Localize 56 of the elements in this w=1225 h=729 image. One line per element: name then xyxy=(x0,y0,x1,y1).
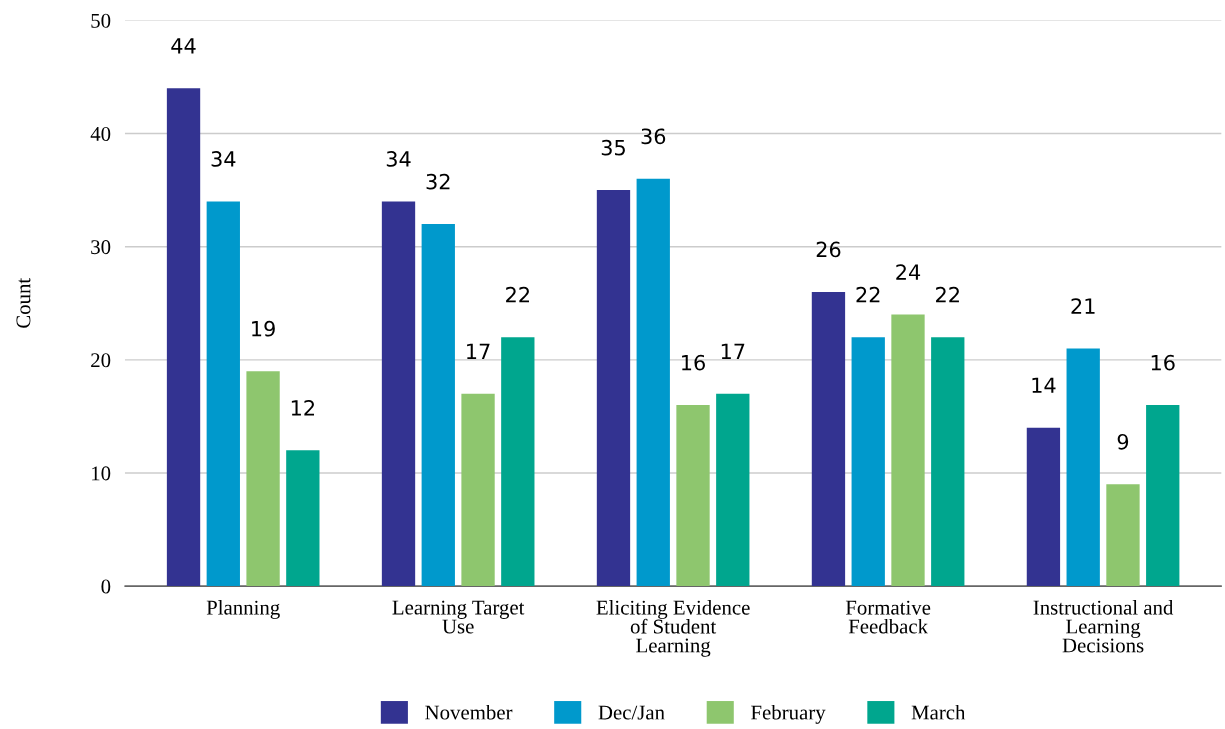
y-axis-title: Count xyxy=(16,277,31,328)
legend-label: March xyxy=(911,704,966,720)
bar xyxy=(811,291,846,587)
bar xyxy=(461,393,495,587)
bar xyxy=(851,337,885,587)
bar xyxy=(931,337,965,587)
y-tick-label: 50 xyxy=(91,13,111,28)
data-label: 32 xyxy=(426,173,450,190)
data-label: 14 xyxy=(1032,377,1056,393)
bar xyxy=(636,178,670,587)
data-label: 17 xyxy=(721,343,745,359)
x-tick-label: Learning Target Use xyxy=(392,600,525,634)
data-label: 36 xyxy=(641,128,666,145)
bar xyxy=(166,88,201,587)
bar xyxy=(1026,427,1061,587)
data-label: 34 xyxy=(211,151,236,167)
bar xyxy=(381,201,416,587)
data-label: 22 xyxy=(936,286,959,303)
y-tick-label: 0 xyxy=(101,579,111,594)
data-label: 12 xyxy=(291,400,315,416)
bar xyxy=(501,337,535,587)
data-label: 44 xyxy=(171,38,196,54)
data-label: 21 xyxy=(1071,298,1095,314)
bar xyxy=(1066,348,1100,587)
y-tick-label: 10 xyxy=(92,466,111,481)
x-tick-label: Planning xyxy=(206,600,280,619)
data-label: 9 xyxy=(1117,433,1129,450)
data-label: 22 xyxy=(856,286,880,303)
data-label: 24 xyxy=(896,264,921,280)
y-tick-label: 40 xyxy=(90,126,111,141)
bar xyxy=(246,371,280,587)
bar xyxy=(1106,484,1140,587)
bar xyxy=(1146,405,1180,587)
bar xyxy=(286,450,320,587)
legend-label: February xyxy=(751,704,826,724)
bar xyxy=(891,314,925,587)
data-label: 19 xyxy=(252,320,275,337)
legend-label: November xyxy=(425,704,513,720)
x-tick-label: Formative Feedback xyxy=(845,600,931,634)
data-label: 35 xyxy=(601,139,625,156)
data-label: 16 xyxy=(682,354,705,371)
legend-label: Dec/Jan xyxy=(598,705,665,720)
bar xyxy=(421,224,455,587)
bar xyxy=(596,190,631,587)
data-label: 22 xyxy=(506,286,529,303)
x-tick-label: Eliciting Evidence of Student Learning xyxy=(596,600,750,657)
bar xyxy=(676,405,710,587)
data-label: 17 xyxy=(467,343,490,359)
y-tick-label: 20 xyxy=(91,353,111,368)
bar xyxy=(206,201,240,587)
bar xyxy=(716,393,750,587)
data-label: 16 xyxy=(1151,354,1175,371)
y-tick-label: 30 xyxy=(91,240,111,255)
x-tick-label: Instructional and Learning Decisions xyxy=(1033,600,1174,653)
data-label: 34 xyxy=(386,151,411,167)
data-label: 26 xyxy=(816,241,841,258)
